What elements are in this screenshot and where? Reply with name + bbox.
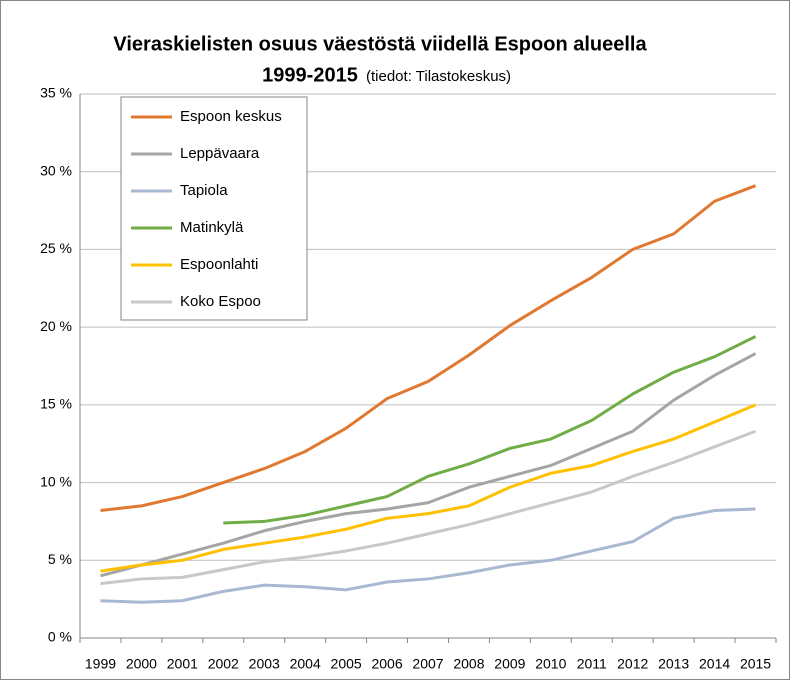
x-tick-label: 2001	[167, 656, 198, 672]
legend-label: Matinkylä	[180, 219, 244, 236]
legend-label: Tapiola	[180, 182, 228, 199]
y-tick-label: 35 %	[40, 85, 72, 101]
x-tick-label: 2003	[249, 656, 280, 672]
chart-title: Vieraskielisten osuus väestöstä viidellä…	[113, 33, 647, 55]
x-tick-label: 2002	[208, 656, 239, 672]
legend-label: Koko Espoo	[180, 293, 261, 310]
x-tick-label: 2006	[371, 656, 402, 672]
x-tick-label: 2010	[535, 656, 566, 672]
x-tick-label: 2008	[453, 656, 484, 672]
x-tick-label: 2012	[617, 656, 648, 672]
y-tick-label: 0 %	[48, 629, 72, 645]
x-tick-label: 2013	[658, 656, 689, 672]
y-tick-label: 30 %	[40, 162, 72, 178]
legend-box	[120, 96, 308, 321]
y-tick-label: 10 %	[40, 473, 72, 489]
chart-note: (tiedot: Tilastokeskus)	[366, 68, 511, 85]
y-tick-label: 25 %	[40, 240, 72, 256]
series-line	[100, 403, 757, 573]
series-line	[100, 184, 757, 513]
series-line	[100, 429, 757, 586]
x-tick-label: 1999	[85, 656, 116, 672]
legend-label: Espoon keskus	[180, 108, 282, 125]
series-line	[223, 335, 757, 525]
x-tick-label: 2005	[331, 656, 362, 672]
x-tick-label: 2000	[126, 656, 157, 672]
x-tick-label: 2007	[412, 656, 443, 672]
series-line	[100, 352, 757, 578]
x-tick-label: 2014	[699, 656, 730, 672]
legend-label: Leppävaara	[180, 145, 260, 162]
y-tick-label: 15 %	[40, 396, 72, 412]
x-tick-label: 2009	[494, 656, 525, 672]
legend-label: Espoonlahti	[180, 256, 258, 273]
chart-subtitle: 1999-2015	[262, 64, 358, 86]
y-tick-label: 5 %	[48, 551, 72, 567]
x-tick-label: 2004	[290, 656, 321, 672]
x-tick-label: 2015	[740, 656, 771, 672]
series-line	[100, 507, 756, 604]
x-tick-label: 2011	[577, 656, 607, 672]
y-tick-label: 20 %	[40, 318, 72, 334]
